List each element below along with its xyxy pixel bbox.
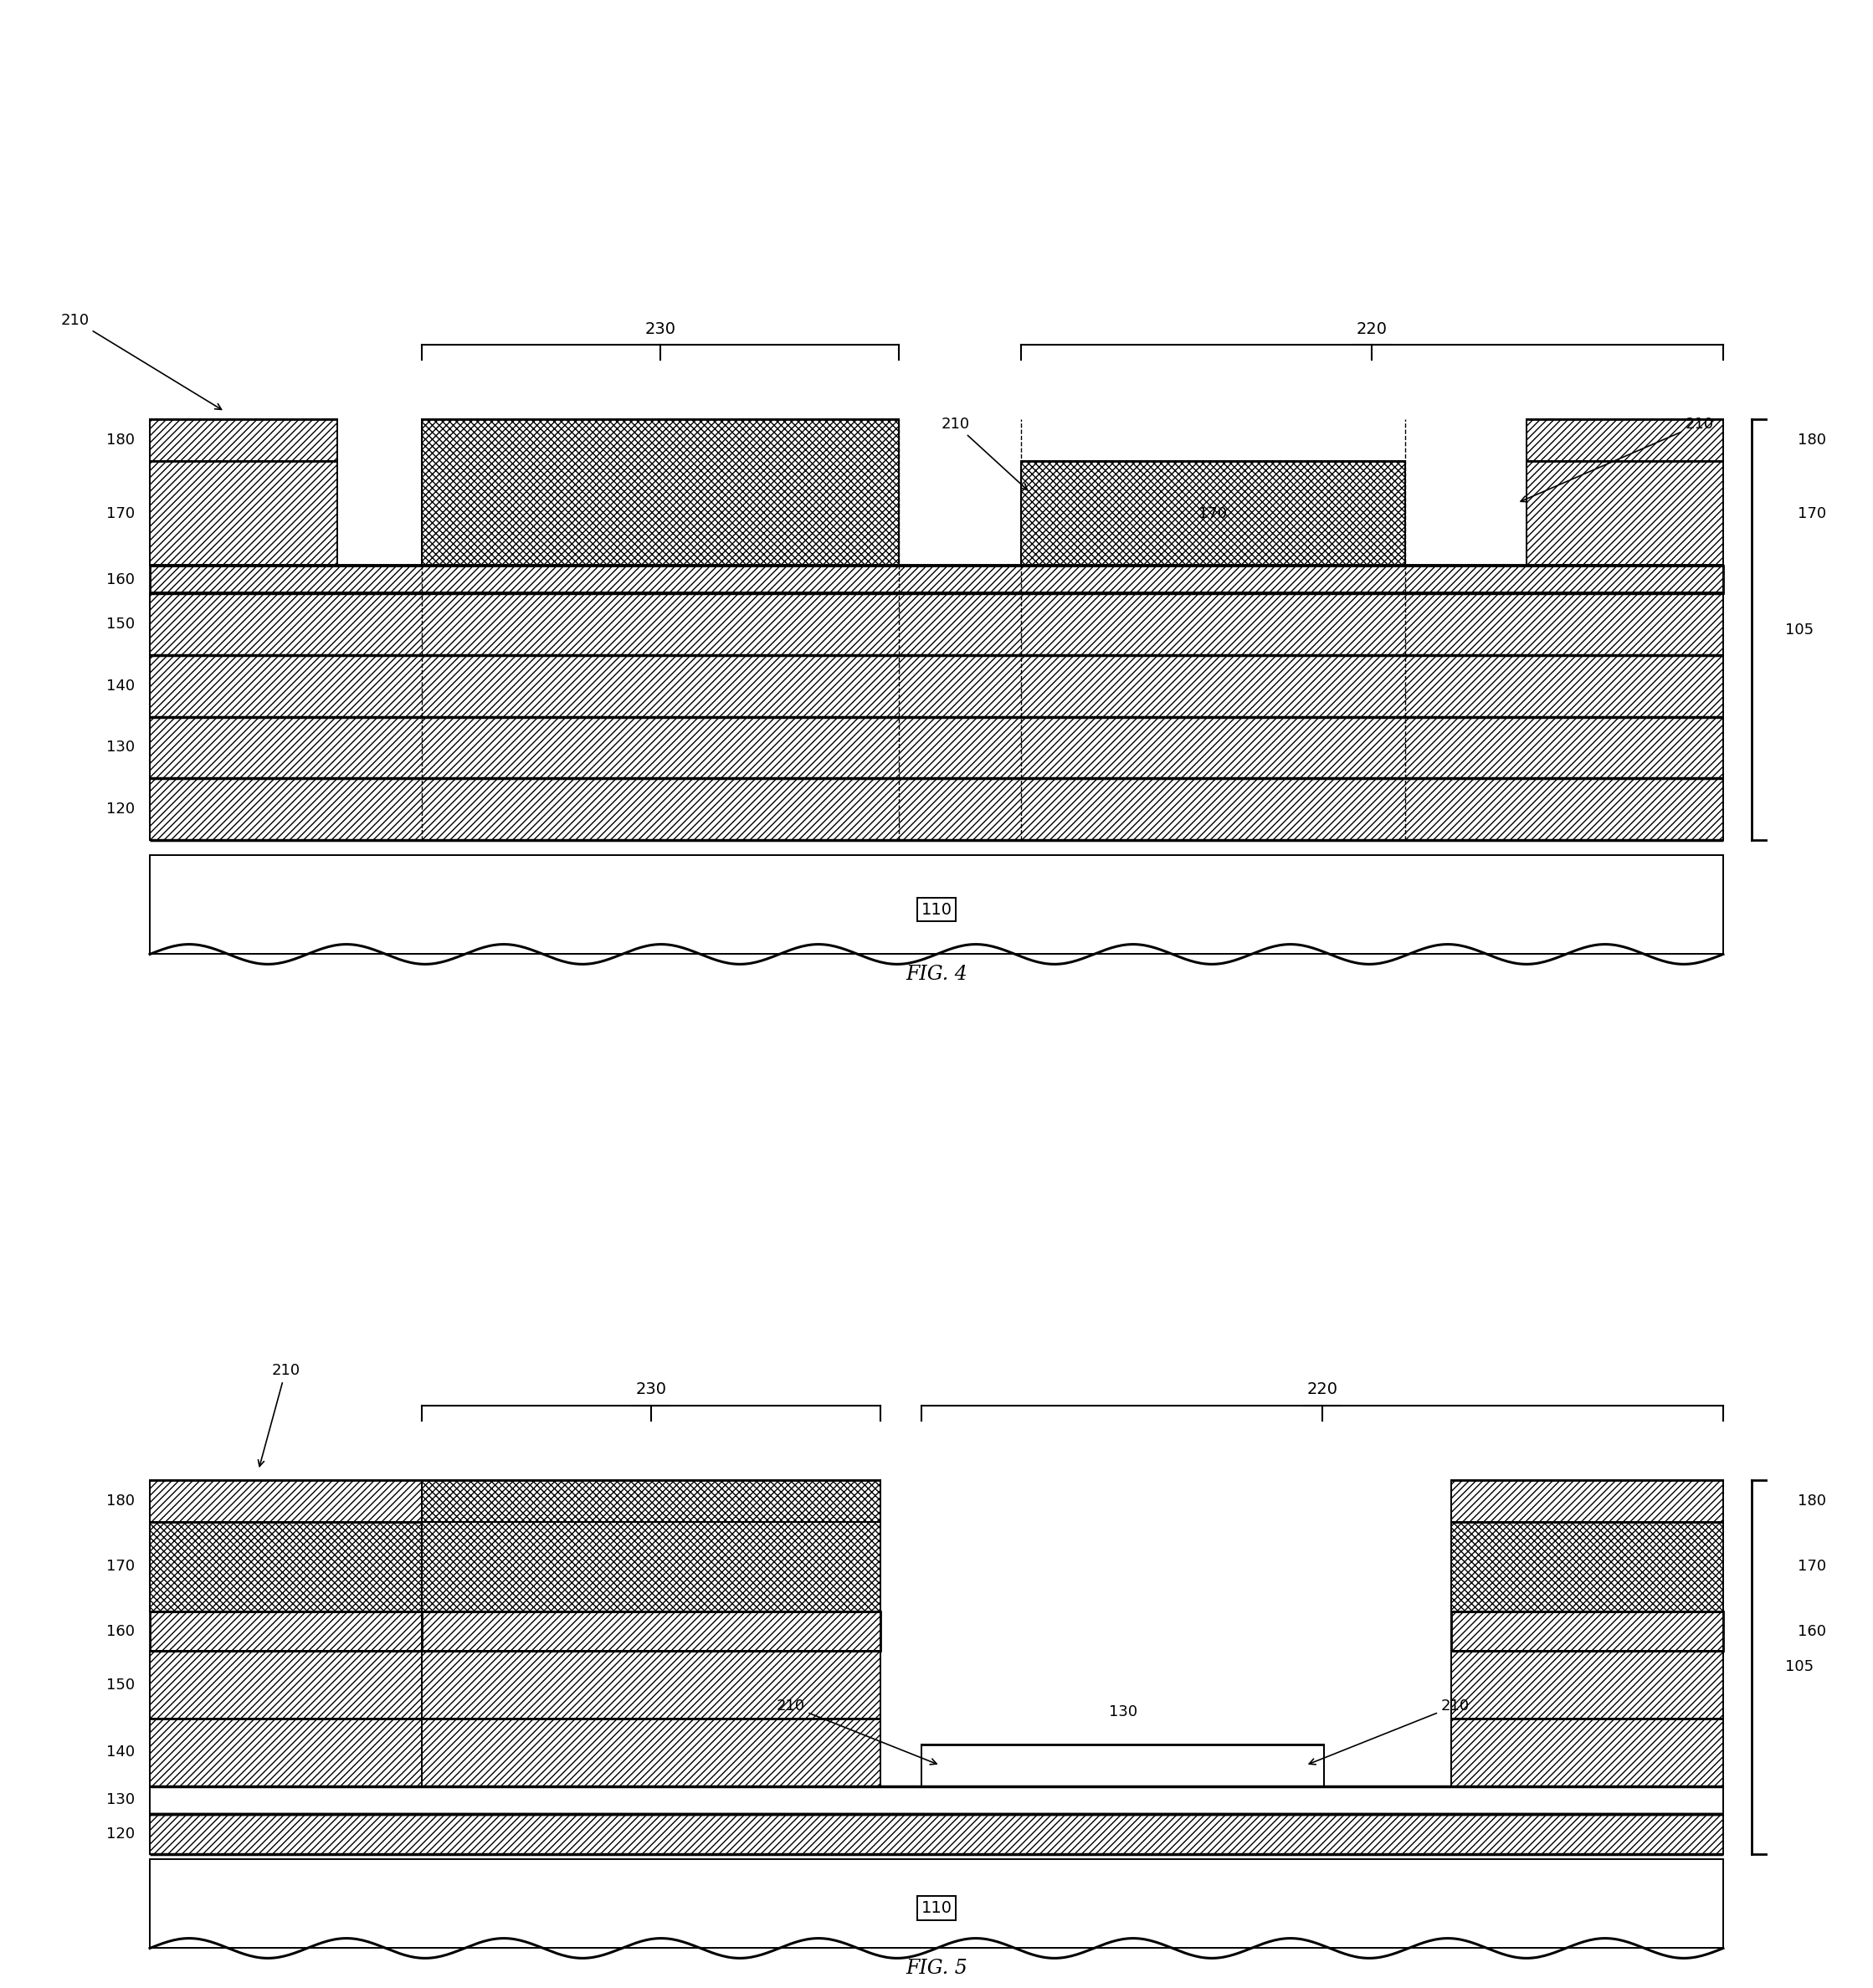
Bar (150, 1479, 421, 1523)
Text: 210: 210 (1521, 415, 1714, 501)
Text: 220: 220 (1307, 1382, 1337, 1398)
Text: 170: 170 (1798, 505, 1826, 521)
Bar (1452, 1523, 1723, 1610)
Bar (1452, 1610, 1723, 1650)
Text: 230: 230 (635, 1382, 667, 1398)
Bar (150, 1610, 421, 1650)
Bar (421, 1610, 880, 1650)
Text: 210: 210 (940, 415, 1026, 489)
Text: 140: 140 (107, 1745, 135, 1759)
Text: 170: 170 (1798, 1559, 1826, 1574)
Bar (150, 656, 1723, 718)
Bar (150, 419, 337, 461)
Text: 170: 170 (107, 505, 135, 521)
Bar (421, 419, 899, 565)
Text: 210: 210 (1309, 1698, 1470, 1765)
Text: 160: 160 (107, 573, 135, 586)
Bar (150, 1813, 1723, 1853)
Text: FIG. 4: FIG. 4 (907, 964, 966, 984)
Text: 210: 210 (60, 312, 221, 410)
Text: 180: 180 (1798, 433, 1826, 447)
Text: 150: 150 (107, 616, 135, 632)
Bar (421, 1479, 880, 1610)
Text: 170: 170 (107, 1559, 135, 1574)
Text: 110: 110 (922, 1901, 951, 1916)
Text: 210: 210 (258, 1364, 300, 1467)
Text: 210: 210 (775, 1698, 936, 1765)
Text: 160: 160 (107, 1624, 135, 1638)
Text: 160: 160 (1798, 1624, 1826, 1638)
Bar (150, 1523, 421, 1610)
Bar (150, 594, 1723, 656)
Text: FIG. 5: FIG. 5 (907, 1958, 966, 1978)
Text: 230: 230 (644, 322, 676, 336)
Text: 150: 150 (107, 1678, 135, 1692)
Bar (150, 1718, 421, 1785)
Bar (922, 1745, 1324, 1785)
Text: 220: 220 (1356, 322, 1388, 336)
Text: 105: 105 (1785, 622, 1813, 638)
Text: 120: 120 (107, 1827, 135, 1841)
Bar (150, 779, 1723, 841)
Bar (1021, 461, 1405, 565)
Bar (1452, 1479, 1723, 1523)
Bar (1452, 1650, 1723, 1718)
Text: 180: 180 (107, 433, 135, 447)
Text: 170: 170 (1199, 505, 1227, 521)
Text: 110: 110 (922, 903, 951, 916)
Bar (150, 461, 337, 565)
Text: 120: 120 (107, 801, 135, 817)
Bar (421, 1650, 880, 1718)
Bar (1452, 1718, 1723, 1785)
Text: 180: 180 (1798, 1493, 1826, 1509)
Bar (1526, 419, 1723, 461)
Text: 130: 130 (107, 1793, 135, 1807)
Text: 130: 130 (107, 740, 135, 755)
Bar (1526, 461, 1723, 565)
Bar (150, 1785, 1723, 1813)
Bar (150, 1650, 421, 1718)
Text: 105: 105 (1785, 1660, 1813, 1674)
Bar (150, 718, 1723, 777)
Bar (150, 855, 1723, 954)
Text: 180: 180 (107, 1493, 135, 1509)
Bar (150, 565, 1723, 592)
Bar (421, 1718, 880, 1785)
Text: 130: 130 (1109, 1704, 1137, 1720)
Text: 140: 140 (107, 678, 135, 694)
Bar (150, 1859, 1723, 1948)
